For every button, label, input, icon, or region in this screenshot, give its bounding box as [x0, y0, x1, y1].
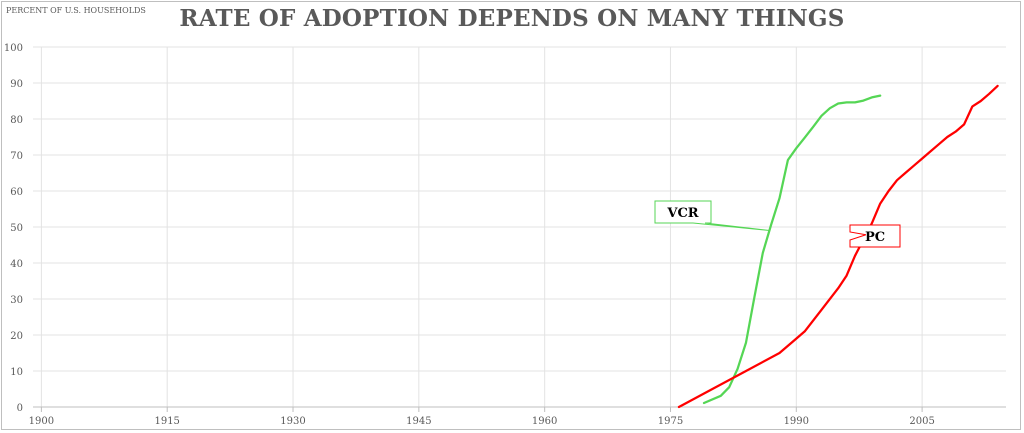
x-tick-label: 1915	[154, 416, 179, 427]
callout-label-pc: PC	[865, 230, 885, 245]
callout-shape-vcr	[654, 200, 770, 231]
x-tick-label: 1990	[784, 416, 809, 427]
callout-label-vcr: VCR	[666, 206, 698, 221]
series-line-pc	[677, 84, 999, 409]
series-line-vcr	[702, 94, 882, 405]
tick-labels: 0 10 20 30 40 50 60 70 80 90 100 1900 1915 1930 1945 19…	[4, 43, 935, 427]
x-tick-label: 1930	[280, 416, 305, 427]
gridlines	[33, 46, 1006, 412]
y-tick-label: 30	[10, 295, 23, 306]
y-axis-label: PERCENT OF U.S. HOUSEHOLDS	[6, 6, 146, 15]
y-tick-label: 60	[10, 187, 23, 198]
x-tick-label: 1945	[406, 416, 431, 427]
chart-title: RATE OF ADOPTION DEPENDS ON MANY THINGS	[179, 5, 845, 32]
y-tick-label: 40	[10, 259, 23, 270]
series-lines	[677, 84, 999, 409]
x-tick-label: 2005	[909, 416, 934, 427]
y-tick-label: 50	[10, 223, 23, 234]
y-tick-label: 80	[10, 115, 23, 126]
y-tick-label: 100	[4, 43, 23, 54]
callout-shape-pc	[849, 224, 901, 248]
x-tick-label: 1900	[29, 416, 54, 427]
x-tick-label: 1960	[532, 416, 557, 427]
x-tick-label: 1975	[658, 416, 683, 427]
y-tick-label: 70	[10, 151, 23, 162]
y-tick-label: 0	[17, 403, 23, 414]
callouts: VCR PC	[654, 200, 901, 248]
y-tick-label: 90	[10, 79, 23, 90]
y-tick-label: 20	[10, 331, 23, 342]
y-tick-label: 10	[10, 367, 23, 378]
